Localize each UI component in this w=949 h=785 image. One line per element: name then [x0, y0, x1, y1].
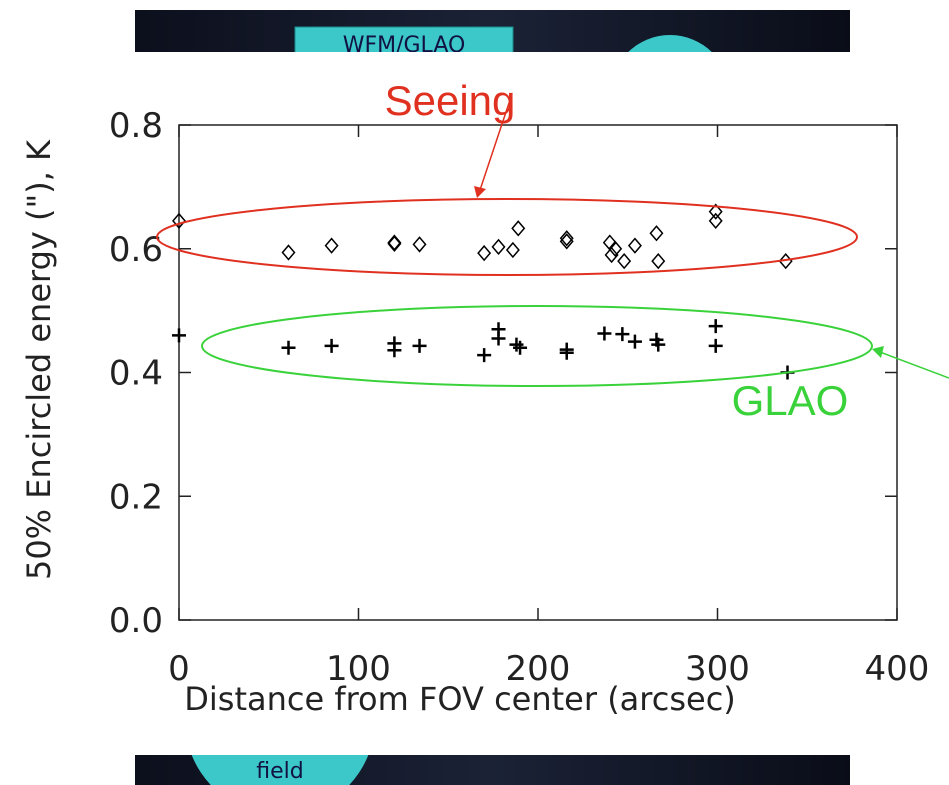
arrow-head: [872, 346, 884, 358]
diamond-marker: [651, 252, 666, 270]
background-label: field: [256, 759, 303, 784]
annotation: Seeing: [385, 77, 516, 124]
diamond-marker: [617, 252, 632, 270]
diamond-marker: [708, 203, 723, 220]
highlight-ellipse: [201, 305, 873, 387]
diamond-marker: [708, 212, 723, 230]
diamond-marker: [477, 244, 492, 262]
diamond-marker: [387, 234, 402, 251]
plus-marker: [651, 337, 666, 352]
plus-marker: [513, 340, 528, 355]
plus-marker: [281, 340, 296, 355]
plot: 0.0 0.2 0.4 0.6 0.8 0 100 200 300 400: [109, 106, 930, 689]
plus-marker: [477, 348, 492, 363]
diamond-marker: [491, 238, 506, 256]
x-axis-label: Distance from FOV center (arcsec): [184, 680, 736, 718]
plus-marker: [491, 331, 506, 346]
diamond-marker: [559, 233, 574, 250]
plus-marker: [615, 327, 630, 342]
diamond-marker: [172, 212, 186, 230]
diamond-marker: [511, 220, 526, 237]
plus-marker: [708, 338, 723, 353]
annotation: GLAO: [732, 377, 849, 424]
diamond-marker: [324, 237, 339, 254]
plus-marker: [324, 338, 339, 353]
plus-marker: [387, 343, 402, 358]
x-tick-label: 300: [685, 649, 750, 689]
plus-marker: [708, 319, 723, 334]
plus-marker: [627, 334, 642, 349]
x-tick-label: 200: [506, 649, 571, 689]
diamond-marker: [505, 241, 520, 259]
arrow: [479, 99, 511, 191]
y-axis-label: 50% Encircled energy ("), K: [20, 139, 58, 580]
arrow: [879, 351, 949, 379]
y-tick-label: 0.8: [109, 106, 163, 146]
y-tick-label: 0.4: [109, 354, 163, 394]
chart-background: [0, 52, 949, 755]
arrow-head: [474, 186, 486, 198]
plus-marker: [412, 338, 427, 353]
highlight-ellipse: [156, 198, 858, 276]
diamond-marker: [412, 236, 427, 253]
diamond-marker: [627, 237, 642, 254]
diamond-marker: [387, 235, 402, 252]
plus-marker: [559, 345, 574, 360]
diamond-marker: [649, 225, 664, 242]
diamond-marker: [559, 230, 574, 247]
diamond-marker: [604, 246, 619, 264]
plus-marker: [172, 328, 186, 343]
y-tick-label: 0.2: [109, 477, 163, 517]
y-tick-label: 0.6: [109, 230, 163, 270]
plus-marker: [597, 326, 612, 341]
diamond-marker: [281, 244, 296, 261]
x-tick-label: 0: [168, 649, 190, 689]
y-tick-label: 0.0: [109, 601, 163, 641]
x-tick-label: 400: [865, 649, 930, 689]
diamond-marker: [608, 240, 623, 257]
x-tick-label: 100: [326, 649, 391, 689]
